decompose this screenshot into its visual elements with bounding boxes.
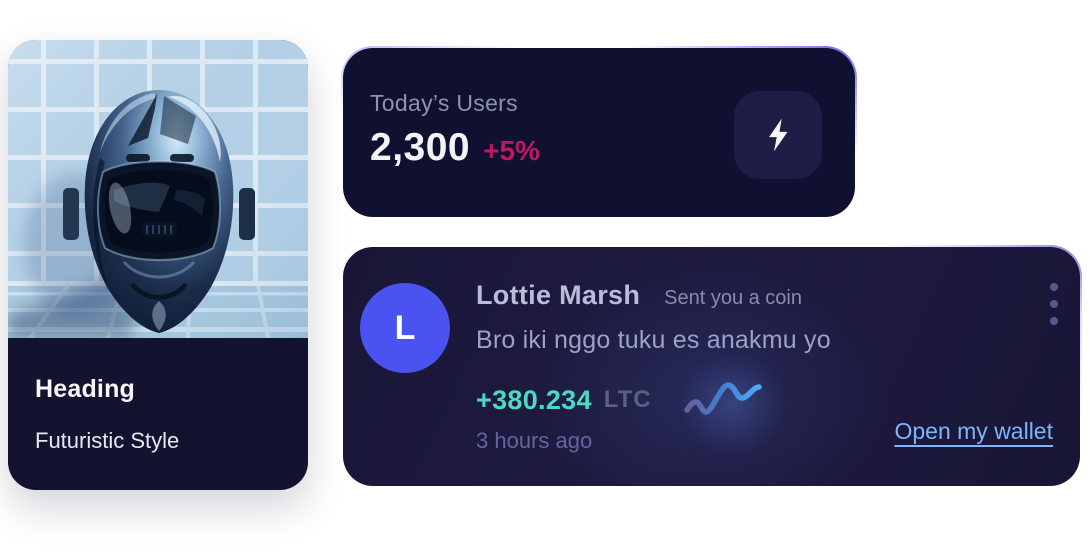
amount-value: +380.234 bbox=[476, 384, 592, 415]
lightning-button[interactable] bbox=[734, 91, 822, 179]
notification-message: Bro iki nggo tuku es anakmu yo bbox=[476, 326, 831, 354]
card-heading: Heading bbox=[35, 375, 136, 403]
sender-name: Lottie Marsh bbox=[476, 280, 641, 310]
kebab-dot bbox=[1050, 283, 1058, 291]
kebab-dot bbox=[1050, 317, 1058, 325]
kebab-dot bbox=[1050, 300, 1058, 308]
timestamp: 3 hours ago bbox=[476, 428, 593, 453]
helmet-image bbox=[8, 40, 308, 340]
stats-card-border: Today’s Users 2,300 +5% bbox=[341, 46, 857, 219]
feature-card: Heading Futuristic Style bbox=[8, 40, 308, 490]
avatar-initial: L bbox=[394, 308, 416, 347]
notification-card: L Lottie Marsh Sent you a coin Bro iki n… bbox=[343, 247, 1080, 486]
kebab-menu-icon[interactable] bbox=[1044, 283, 1064, 335]
card-subtitle: Futuristic Style bbox=[35, 428, 180, 453]
notification-action: Sent you a coin bbox=[664, 287, 802, 309]
amount-row: +380.234 LTC bbox=[476, 349, 798, 459]
notification-card-border: L Lottie Marsh Sent you a coin Bro iki n… bbox=[341, 245, 1082, 488]
lightning-bolt-icon bbox=[769, 118, 788, 152]
notification-header: Lottie Marsh Sent you a coin bbox=[476, 280, 802, 311]
sparkline-icon bbox=[683, 382, 762, 415]
stats-card: Today’s Users 2,300 +5% bbox=[343, 48, 855, 217]
stats-label: Today’s Users bbox=[370, 90, 518, 116]
stats-value: 2,300 bbox=[370, 126, 471, 169]
stats-value-row: 2,300 +5% bbox=[370, 126, 540, 170]
open-wallet-link[interactable]: Open my wallet bbox=[894, 418, 1053, 444]
sparkline-box bbox=[667, 349, 798, 459]
avatar: L bbox=[360, 283, 450, 373]
currency-label: LTC bbox=[603, 386, 652, 413]
stats-delta-badge: +5% bbox=[483, 135, 540, 166]
helmet-photo bbox=[8, 40, 308, 340]
